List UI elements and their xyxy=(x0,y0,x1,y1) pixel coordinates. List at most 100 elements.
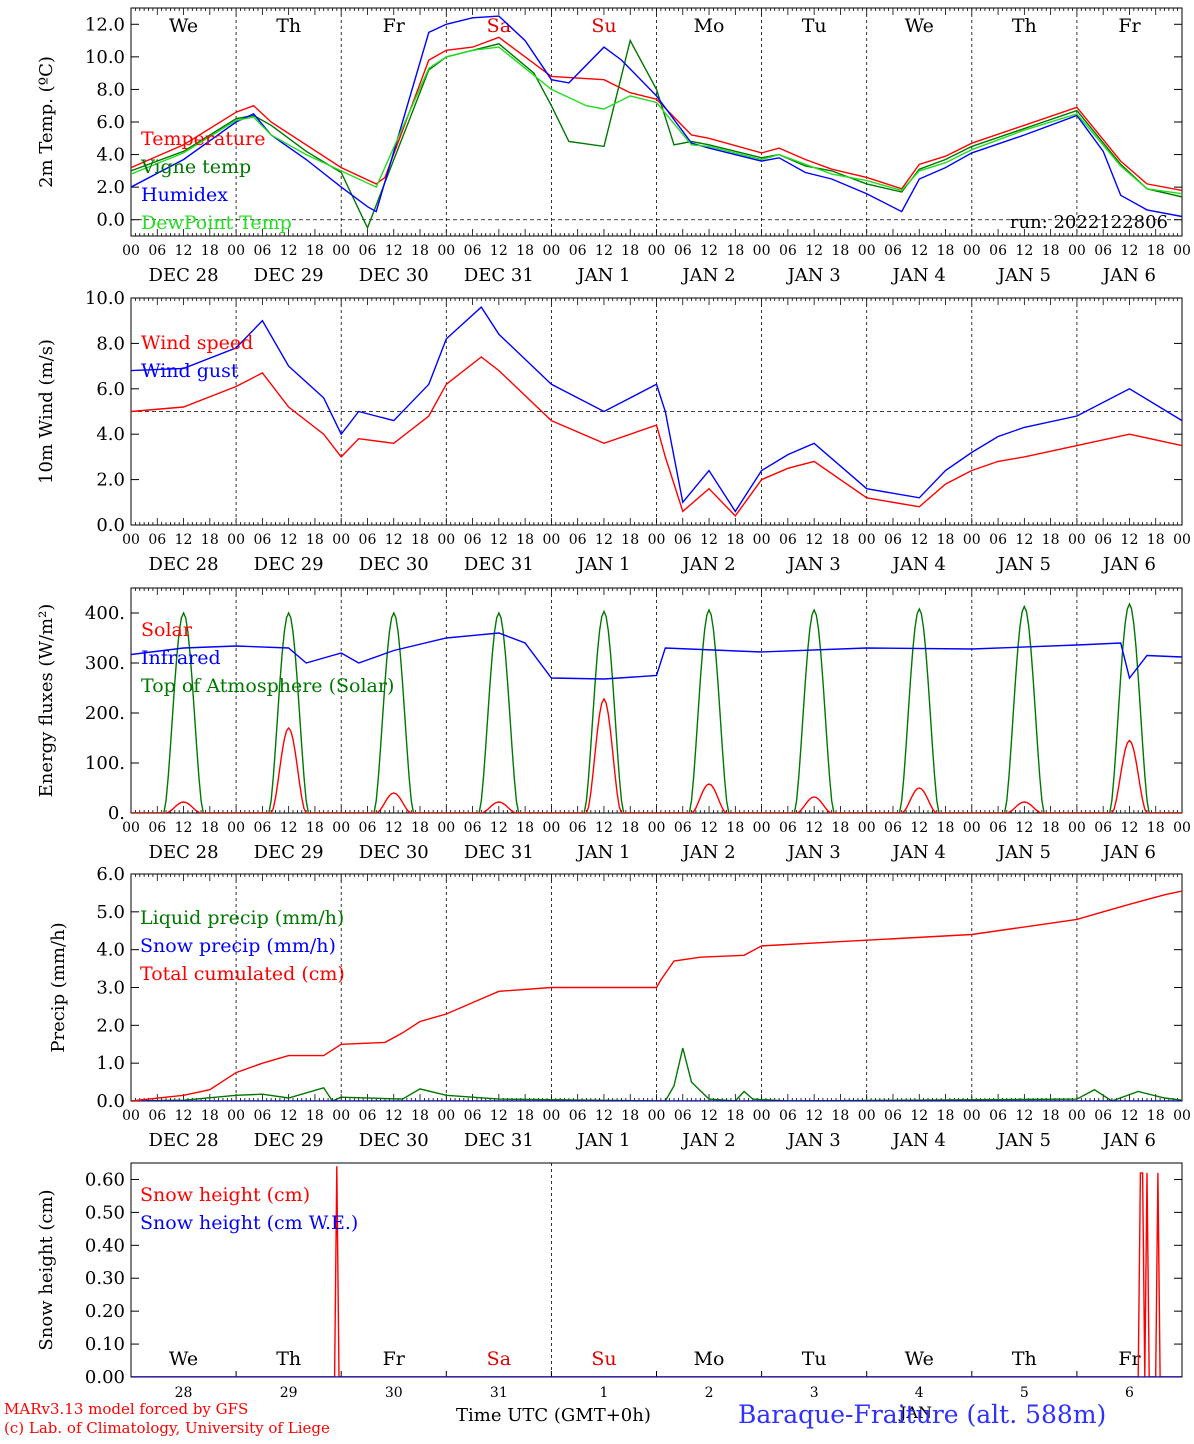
hour-tick-label: 06 xyxy=(674,532,692,548)
hour-tick-label: 00 xyxy=(332,820,350,836)
hour-tick-label: 18 xyxy=(832,532,850,548)
series-vigne-temp xyxy=(131,38,1182,230)
hour-tick-label: 00 xyxy=(753,820,771,836)
date-label: DEC 29 xyxy=(254,842,324,863)
legend-entry: Infrared xyxy=(141,647,221,669)
date-label: JAN 6 xyxy=(1101,265,1156,286)
hour-tick-label: 06 xyxy=(464,820,482,836)
hour-tick-label: 18 xyxy=(832,820,850,836)
toa-solar-day-1 xyxy=(131,611,237,813)
hour-tick-label: 18 xyxy=(516,532,534,548)
date-label: JAN 5 xyxy=(996,842,1051,863)
weekday-label: Th xyxy=(1012,15,1037,37)
hour-tick-label: 06 xyxy=(148,532,166,548)
panel-temp: 00 06 12 18 00 06 12 18 00 06 12 18 00 06 12 18 00 06 12 18… xyxy=(36,7,1191,286)
hour-tick-label: 18 xyxy=(726,532,744,548)
y-tick-label: 0.50 xyxy=(85,1202,125,1223)
hour-tick-label: 06 xyxy=(359,820,377,836)
hour-tick-label: 00 xyxy=(437,243,455,259)
date-label: DEC 31 xyxy=(464,842,534,863)
weekday-label: We xyxy=(905,1348,934,1370)
series-snow-height-cm- xyxy=(131,1166,1182,1377)
y-tick-label: 100. xyxy=(85,753,125,774)
toa-solar-day-3 xyxy=(341,611,447,813)
day-number-label: 1 xyxy=(599,1385,608,1401)
hour-tick-label: 00 xyxy=(332,1108,350,1124)
hour-tick-label: 00 xyxy=(437,1108,455,1124)
hour-tick-label: 00 xyxy=(1173,243,1191,259)
hour-tick-label: 00 xyxy=(963,243,981,259)
hour-tick-label: 00 xyxy=(332,243,350,259)
weekday-label: Mo xyxy=(694,1348,725,1370)
hour-tick-label: 12 xyxy=(490,820,508,836)
y-axis-label: 2m Temp. (ºC) xyxy=(36,56,57,188)
date-label: JAN 4 xyxy=(891,554,946,575)
hour-tick-label: 00 xyxy=(1068,820,1086,836)
hour-tick-label: 00 xyxy=(227,243,245,259)
hour-tick-label: 12 xyxy=(1121,1108,1139,1124)
hour-tick-label: 06 xyxy=(779,243,797,259)
y-tick-label: 0.40 xyxy=(85,1235,125,1256)
hour-tick-label: 00 xyxy=(963,532,981,548)
date-label: DEC 31 xyxy=(464,265,534,286)
hour-tick-label: 00 xyxy=(122,820,140,836)
hour-tick-label: 00 xyxy=(1173,820,1191,836)
date-label: JAN 2 xyxy=(680,265,735,286)
hour-tick-label: 12 xyxy=(595,532,613,548)
legend-entry: Temperature xyxy=(141,128,265,150)
hour-tick-label: 18 xyxy=(201,532,219,548)
panel-frame xyxy=(130,587,1183,814)
solar-day-1 xyxy=(131,801,237,813)
hour-tick-label: 06 xyxy=(464,1108,482,1124)
date-label: DEC 28 xyxy=(149,842,219,863)
toa-solar-day-9 xyxy=(971,604,1077,813)
hour-tick-label: 00 xyxy=(122,243,140,259)
lab-credit: (c) Lab. of Climatology, University of L… xyxy=(4,1419,330,1437)
hour-tick-label: 06 xyxy=(569,243,587,259)
day-number-label: 31 xyxy=(490,1385,508,1401)
hour-tick-label: 00 xyxy=(963,1108,981,1124)
hour-tick-label: 18 xyxy=(411,1108,429,1124)
weekday-label: We xyxy=(169,1348,198,1370)
weekday-label: We xyxy=(905,15,934,37)
weekday-label: Th xyxy=(276,1348,301,1370)
hour-tick-label: 06 xyxy=(359,243,377,259)
hour-tick-label: 18 xyxy=(726,243,744,259)
weekday-label: Th xyxy=(1012,1348,1037,1370)
hour-tick-label: 00 xyxy=(648,243,666,259)
hour-tick-label: 00 xyxy=(542,1108,560,1124)
legend-entry: Total cumulated (cm) xyxy=(140,963,345,985)
y-tick-label: 6.0 xyxy=(96,112,125,133)
date-label: DEC 28 xyxy=(149,265,219,286)
hour-tick-label: 18 xyxy=(1147,243,1165,259)
hour-tick-label: 06 xyxy=(464,243,482,259)
date-label: DEC 28 xyxy=(149,1130,219,1151)
hour-tick-label: 18 xyxy=(937,1108,955,1124)
y-tick-label: 8.0 xyxy=(96,79,125,100)
y-tick-label: 2.0 xyxy=(96,470,125,491)
day-number-label: 2 xyxy=(705,1385,714,1401)
solar-day-8 xyxy=(866,787,972,813)
hour-tick-label: 12 xyxy=(280,820,298,836)
hour-tick-label: 00 xyxy=(753,243,771,259)
time-axis-label: Time UTC (GMT+0h) xyxy=(456,1405,651,1426)
hour-tick-label: 18 xyxy=(201,820,219,836)
hour-tick-label: 12 xyxy=(595,1108,613,1124)
hour-tick-label: 12 xyxy=(175,243,193,259)
hour-tick-label: 00 xyxy=(1173,1108,1191,1124)
date-label: JAN 2 xyxy=(680,1130,735,1151)
day-number-label: 4 xyxy=(915,1385,924,1401)
date-label: JAN 5 xyxy=(996,554,1051,575)
hour-tick-label: 12 xyxy=(1121,532,1139,548)
weekday-label: Tu xyxy=(802,15,827,37)
y-tick-label: 0. xyxy=(108,803,125,824)
hour-tick-label: 00 xyxy=(753,1108,771,1124)
y-tick-label: 4.0 xyxy=(96,940,125,961)
series-wind-speed xyxy=(131,356,1182,517)
hour-tick-label: 00 xyxy=(227,1108,245,1124)
y-tick-label: 0.0 xyxy=(96,1091,125,1112)
hour-tick-label: 06 xyxy=(569,820,587,836)
day-number-label: 30 xyxy=(385,1385,403,1401)
day-number-label: 5 xyxy=(1020,1385,1029,1401)
hour-tick-label: 12 xyxy=(595,243,613,259)
